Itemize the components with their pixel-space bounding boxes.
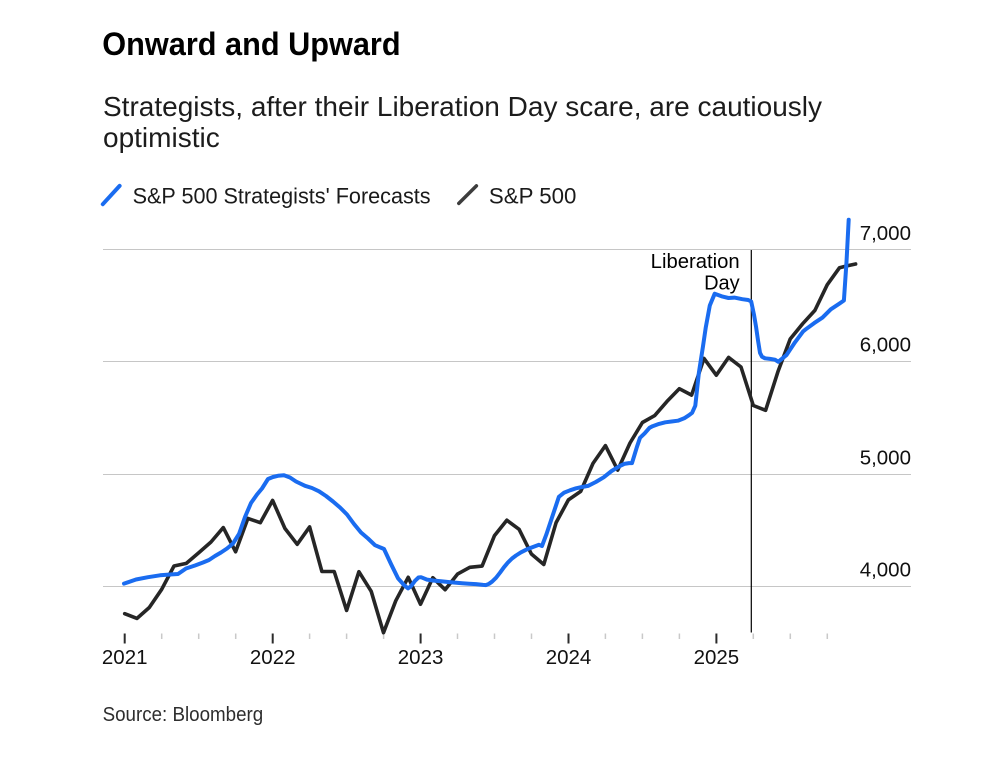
svg-text:Onward and Upward: Onward and Upward (102, 26, 400, 62)
svg-text:Source: Bloomberg: Source: Bloomberg (103, 704, 264, 726)
svg-text:2023: 2023 (398, 646, 444, 669)
svg-text:Day: Day (704, 272, 740, 294)
svg-text:2024: 2024 (546, 646, 592, 669)
svg-text:S&P 500: S&P 500 (489, 183, 577, 208)
svg-text:6,000: 6,000 (860, 333, 911, 356)
svg-text:Strategists, after their Liber: Strategists, after their Liberation Day … (103, 91, 822, 122)
svg-text:optimistic: optimistic (103, 122, 220, 153)
svg-text:Liberation: Liberation (651, 251, 740, 273)
svg-text:2022: 2022 (250, 646, 296, 669)
svg-text:2025: 2025 (694, 646, 740, 669)
svg-text:7,000: 7,000 (860, 222, 911, 245)
svg-text:4,000: 4,000 (860, 558, 911, 581)
svg-text:S&P 500 Strategists' Forecasts: S&P 500 Strategists' Forecasts (133, 183, 431, 208)
svg-text:2021: 2021 (102, 646, 148, 669)
svg-text:5,000: 5,000 (860, 447, 911, 470)
